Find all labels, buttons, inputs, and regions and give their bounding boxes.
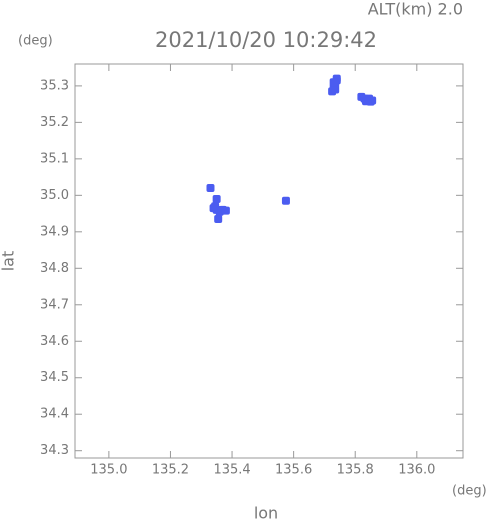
chart-title: 2021/10/20 10:29:42 xyxy=(155,28,377,52)
echo-point xyxy=(281,196,290,205)
echo-point xyxy=(221,206,230,215)
echo-point xyxy=(214,215,223,224)
y-tick-label: 35.0 xyxy=(40,188,69,203)
x-tick-label: 135.2 xyxy=(152,463,189,478)
echo-point xyxy=(209,204,218,213)
x-axis-label: lon xyxy=(254,504,278,521)
x-unit: (deg) xyxy=(452,484,487,499)
altitude: ALT(km) 2.0 xyxy=(368,0,463,19)
x-tick-label: 135.6 xyxy=(275,463,312,478)
echo-point xyxy=(331,85,340,94)
y-tick-label: 34.3 xyxy=(40,443,69,458)
x-tick-label: 135.4 xyxy=(213,463,250,478)
y-tick-label: 34.9 xyxy=(40,224,69,239)
y-tick-label: 34.4 xyxy=(40,407,69,422)
y-tick-label: 34.5 xyxy=(40,370,69,385)
echo-point xyxy=(206,184,215,193)
echo-point xyxy=(329,78,338,87)
y-tick-label: 35.3 xyxy=(40,78,69,93)
x-tick-label: 135.0 xyxy=(90,463,127,478)
x-tick-label: 136.0 xyxy=(398,463,435,478)
echo-point xyxy=(212,194,221,203)
y-tick-label: 34.7 xyxy=(40,297,69,312)
y-tick-label: 35.2 xyxy=(40,115,69,130)
echo-point xyxy=(365,94,374,103)
y-tick-label: 34.6 xyxy=(40,334,69,349)
y-unit: (deg) xyxy=(18,34,53,49)
y-axis-label: lat xyxy=(0,251,18,272)
y-tick-label: 35.1 xyxy=(40,151,69,166)
plot-frame xyxy=(74,63,464,459)
y-tick-label: 34.8 xyxy=(40,261,69,276)
x-tick-label: 135.8 xyxy=(337,463,374,478)
